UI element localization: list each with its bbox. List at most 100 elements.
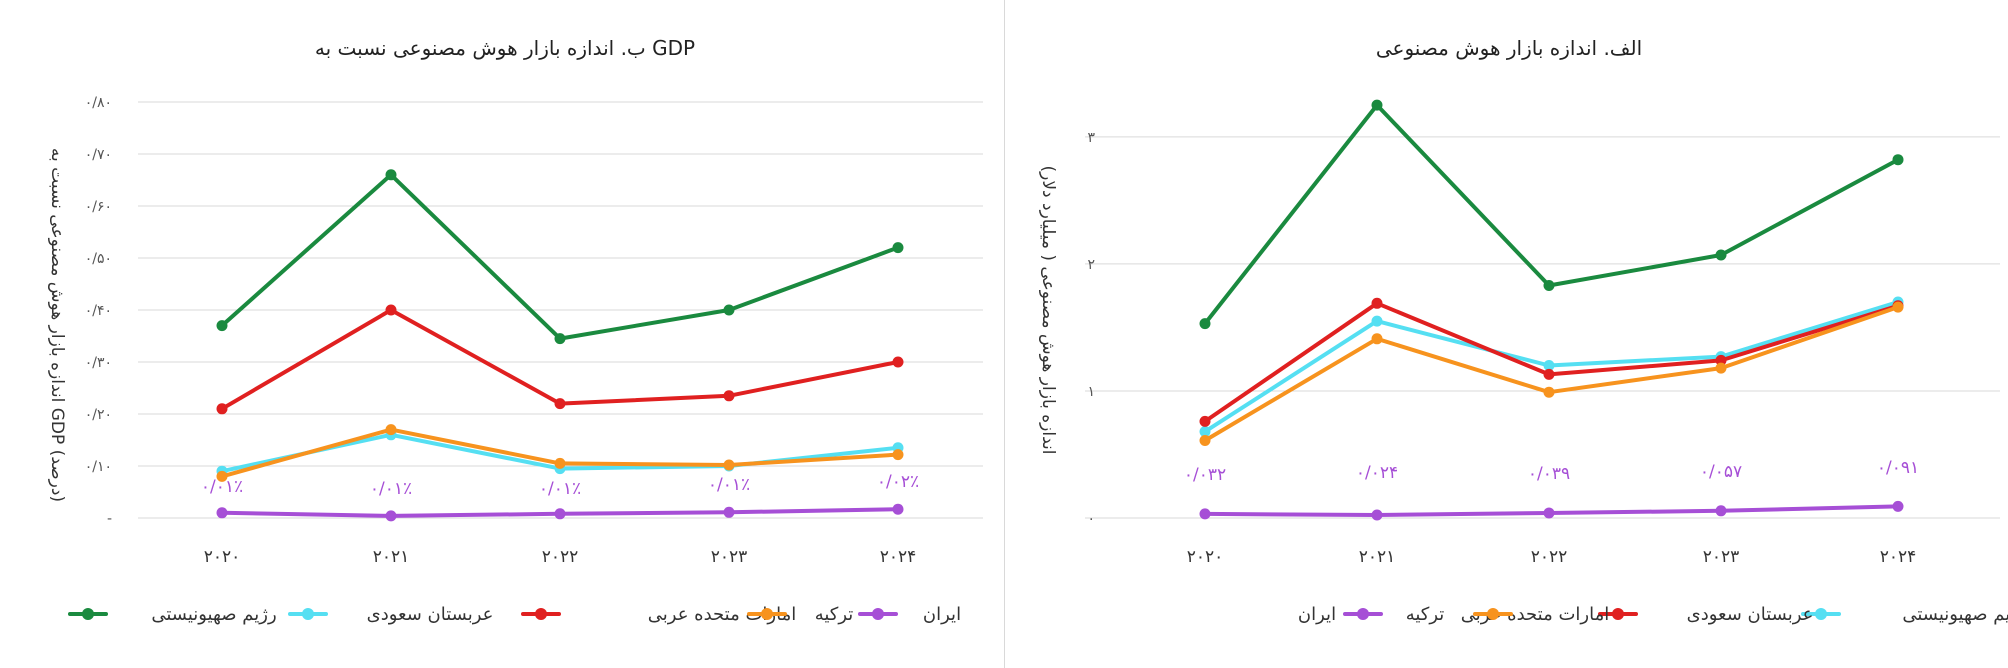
legend-label: ترکیه xyxy=(815,604,854,625)
data-point xyxy=(1543,368,1555,380)
data-point xyxy=(723,304,735,316)
x-tick-label: ۲۰۲۰ xyxy=(1187,547,1224,567)
y-tick-label: ۰/۸۰ xyxy=(85,95,112,111)
data-point xyxy=(1199,426,1211,438)
data-point xyxy=(1371,99,1383,111)
panel-divider xyxy=(1004,0,1005,668)
legend-label: عربستان سعودی xyxy=(367,604,494,625)
data-point xyxy=(1371,333,1383,345)
chart-b-svg: ب. اندازه بازار هوش مصنوعی نسبت به GDP ان… xyxy=(47,36,983,625)
data-point xyxy=(723,390,735,402)
x-tick-label: ۲۰۲۲ xyxy=(542,547,579,567)
legend-label: رژیم صهیونیستی xyxy=(151,604,276,625)
x-tick-label: ۲۰۲۳ xyxy=(711,547,748,567)
data-point xyxy=(1371,315,1383,327)
data-point xyxy=(216,320,228,332)
x-tick-label: ۲۰۲۴ xyxy=(880,547,917,567)
data-point xyxy=(1543,360,1555,371)
data-point xyxy=(1715,249,1727,261)
chart-a-svg: الف. اندازه بازار هوش مصنوعی اندازه بازار… xyxy=(1038,36,2008,625)
y-tick-label: ۰/۱۰ xyxy=(85,459,112,475)
legend-label: ایران xyxy=(923,604,961,625)
data-point xyxy=(1199,415,1211,427)
data-point xyxy=(554,508,566,520)
y-tick-label: ۰/۶۰ xyxy=(85,199,112,215)
legend-marker xyxy=(872,608,884,620)
data-label: ۰/۰۲۴ xyxy=(1356,463,1398,483)
y-tick-label: ۰/۳۰ xyxy=(85,355,112,371)
series-line xyxy=(1203,103,1900,326)
legend-label: رژیم صهیونیستی xyxy=(1902,604,2008,625)
data-point xyxy=(216,507,228,519)
chart-title: الف. اندازه بازار هوش مصنوعی xyxy=(1376,36,1642,60)
y-tick-label: ۰/۲۰ xyxy=(85,407,112,423)
data-point xyxy=(723,459,735,471)
legend-marker xyxy=(761,608,773,620)
data-point xyxy=(1543,280,1555,291)
data-point xyxy=(216,470,228,482)
data-point xyxy=(216,403,228,415)
data-point xyxy=(1371,297,1383,309)
x-tick-label: ۲۰۲۱ xyxy=(1359,547,1396,567)
data-label: ۰/۰۹۱ xyxy=(1877,458,1919,478)
data-label: ۰/۰۳۲ xyxy=(1184,465,1226,485)
data-point xyxy=(554,398,566,410)
y-tick-label: ۰/۷۰ xyxy=(85,147,112,163)
data-point xyxy=(385,169,397,181)
legend-label: امارات متحده عربی xyxy=(1461,604,1609,625)
data-point xyxy=(385,304,397,316)
data-point xyxy=(1715,505,1727,517)
x-tick-label: ۲۰۲۴ xyxy=(1880,547,1917,567)
chart-panel-a-market-size: الف. اندازه بازار هوش مصنوعی اندازه بازار… xyxy=(1005,0,2008,668)
data-point xyxy=(1371,509,1383,521)
chart-title: ب. اندازه بازار هوش مصنوعی نسبت به GDP xyxy=(315,36,695,60)
x-tick-label: ۲۰۲۳ xyxy=(1703,547,1740,567)
data-label: ۰/۰۱٪ xyxy=(539,479,581,499)
data-label: ۰/۰۱٪ xyxy=(708,475,750,495)
data-point xyxy=(385,424,397,436)
data-point xyxy=(723,506,735,518)
data-point xyxy=(1715,362,1727,374)
y-tick-label: ۰ xyxy=(1087,511,1095,527)
y-axis-label: اندازه بازار هوش مصنوعی ( میلیارد دلار) xyxy=(1038,166,1058,455)
legend-marker xyxy=(1357,608,1369,620)
legend-marker xyxy=(535,608,547,620)
data-point xyxy=(554,457,566,469)
data-label: ۰/۰۲٪ xyxy=(877,472,919,492)
legend-label: ترکیه xyxy=(1406,604,1445,625)
data-point xyxy=(1892,301,1904,313)
data-point xyxy=(1199,318,1211,330)
legend-marker xyxy=(1487,608,1499,620)
chart-panel-b-gdp-share: ب. اندازه بازار هوش مصنوعی نسبت به GDP ان… xyxy=(47,36,983,625)
data-label: ۰/۰۳۹ xyxy=(1528,464,1570,484)
y-axis-label: اندازه بازار هوش مصنوعی نسبت به GDP (درص… xyxy=(47,148,67,502)
legend-marker xyxy=(82,608,94,620)
data-point xyxy=(1715,354,1727,366)
y-tick-label: ۱ xyxy=(1087,384,1095,400)
data-point xyxy=(385,510,397,522)
x-tick-label: ۲۰۲۱ xyxy=(373,547,410,567)
data-point xyxy=(1892,500,1904,512)
y-tick-label: ۲ xyxy=(1087,257,1095,273)
legend-marker xyxy=(302,608,314,620)
legend-marker xyxy=(1612,608,1624,620)
x-tick-label: ۲۰۲۰ xyxy=(204,547,241,567)
series-line xyxy=(220,172,900,341)
data-point xyxy=(892,356,904,368)
data-label: ۰/۰۱٪ xyxy=(201,477,243,497)
x-tick-label: ۲۰۲۲ xyxy=(1531,547,1568,567)
data-label: ۰/۰۱٪ xyxy=(370,479,412,499)
data-point xyxy=(1543,386,1555,398)
legend-label: عربستان سعودی xyxy=(1687,604,1814,625)
data-point xyxy=(1543,507,1555,519)
data-point xyxy=(1199,435,1211,446)
y-tick-label: - xyxy=(107,511,112,527)
data-label: ۰/۰۵۷ xyxy=(1700,462,1742,482)
y-tick-label: ۰/۵۰ xyxy=(85,251,112,267)
data-point xyxy=(1199,508,1211,520)
data-point xyxy=(1892,154,1904,166)
data-point xyxy=(554,333,566,345)
data-point xyxy=(892,242,904,254)
legend-marker xyxy=(1815,608,1827,620)
legend-label: ایران xyxy=(1298,604,1336,625)
